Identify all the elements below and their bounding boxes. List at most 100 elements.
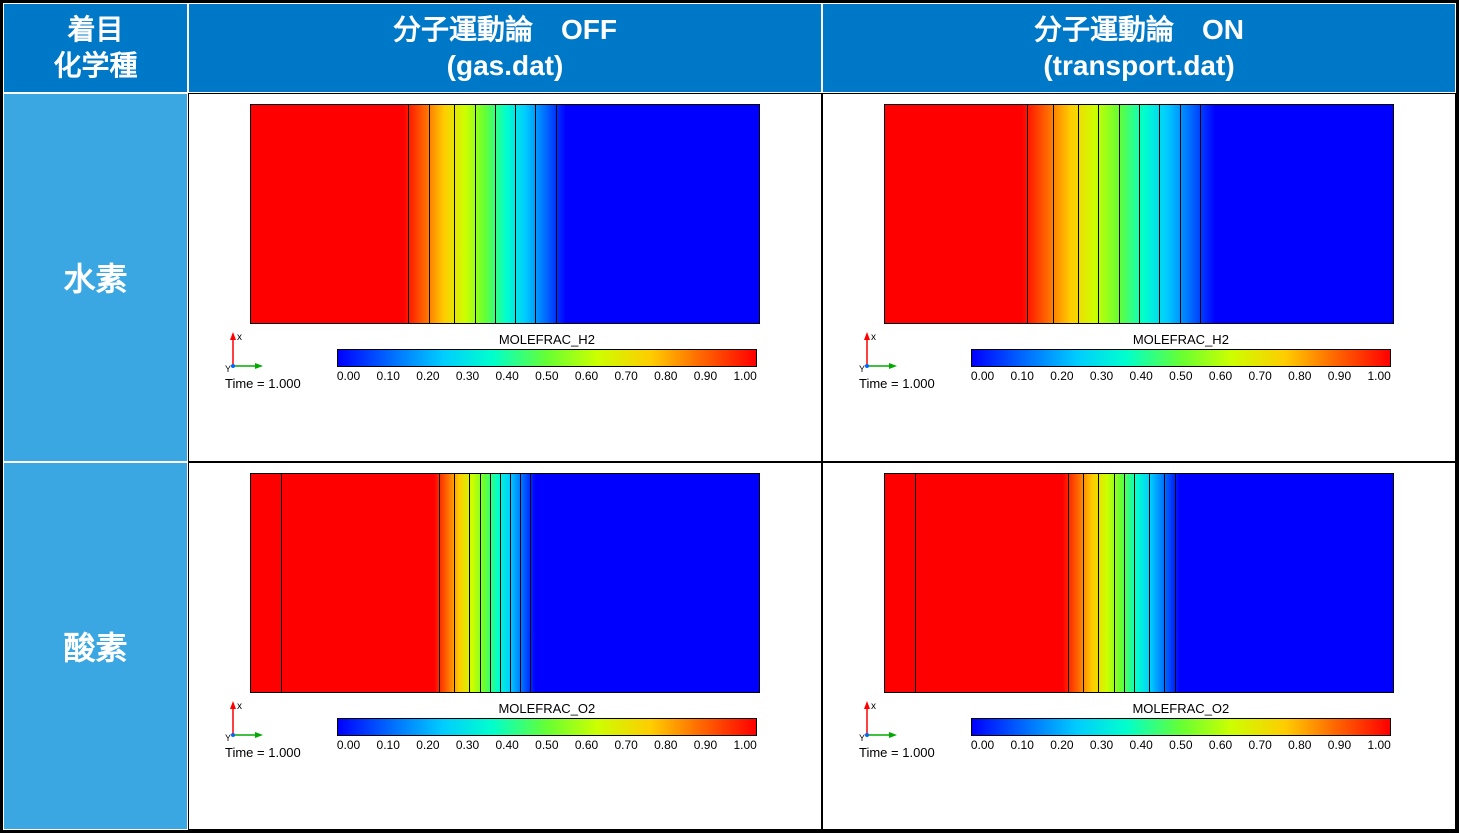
tick-label: 0.80: [1288, 369, 1311, 383]
cell-o2-on: xYTime = 1.000MOLEFRAC_O20.000.100.200.3…: [822, 462, 1456, 831]
tick-label: 0.00: [337, 369, 360, 383]
tick-label: 0.70: [1248, 738, 1271, 752]
tick-label: 0.30: [1090, 738, 1113, 752]
tick-label: 0.60: [1209, 369, 1232, 383]
contour-line: [1068, 474, 1069, 692]
colorbar-title: MOLEFRAC_O2: [498, 701, 595, 716]
svg-text:x: x: [871, 332, 876, 343]
tick-label: 0.90: [694, 738, 717, 752]
colorbar: [337, 718, 757, 736]
time-label: Time = 1.000: [859, 376, 935, 391]
row-label-0: 水素: [3, 93, 188, 462]
tick-label: 0.70: [614, 738, 637, 752]
contour-line: [480, 474, 481, 692]
header-col-off: 分子運動論 OFF (gas.dat): [188, 3, 822, 93]
header-off-l2: (gas.dat): [447, 50, 564, 81]
contour-line: [1164, 474, 1165, 692]
contour-plot: [884, 473, 1394, 693]
contour-line: [475, 105, 476, 323]
svg-text:Y: Y: [225, 733, 231, 743]
tick-label: 0.80: [654, 738, 677, 752]
row-label-1: 酸素: [3, 462, 188, 831]
contour-line: [454, 105, 455, 323]
tick-label: 0.40: [1130, 369, 1153, 383]
cell-h2-off: xYTime = 1.000MOLEFRAC_H20.000.100.200.3…: [188, 93, 822, 462]
contour-line: [1159, 105, 1160, 323]
tick-label: 0.00: [971, 369, 994, 383]
tick-label: 0.70: [1248, 369, 1271, 383]
contour-line: [454, 474, 455, 692]
tick-label: 0.80: [1288, 738, 1311, 752]
cell-h2-on: xYTime = 1.000MOLEFRAC_H20.000.100.200.3…: [822, 93, 1456, 462]
colorbar: [337, 349, 757, 367]
colorbar-ticks: 0.000.100.200.300.400.500.600.700.800.90…: [971, 738, 1391, 752]
contour-line: [490, 474, 491, 692]
contour-plot: [250, 473, 760, 693]
svg-text:Y: Y: [859, 733, 865, 743]
contour-line: [1119, 105, 1120, 323]
contour-line: [1083, 474, 1084, 692]
tick-label: 0.50: [535, 738, 558, 752]
contour-line: [556, 105, 557, 323]
contour-line: [520, 474, 521, 692]
header-corner-l2: 化学種: [53, 50, 137, 81]
tick-label: 0.80: [654, 369, 677, 383]
axis-indicator: x Y Time = 1.000: [225, 699, 301, 760]
tick-label: 0.20: [1050, 738, 1073, 752]
contour-line: [1200, 105, 1201, 323]
time-label: Time = 1.000: [225, 376, 301, 391]
contour-plot: [250, 104, 760, 324]
tick-label: 0.10: [377, 369, 400, 383]
header-corner: 着目 化学種: [3, 3, 188, 93]
contour-line: [439, 474, 440, 692]
tick-label: 0.30: [456, 738, 479, 752]
svg-text:Y: Y: [225, 364, 231, 374]
colorbar: [971, 718, 1391, 736]
colorbar-title: MOLEFRAC_H2: [499, 332, 595, 347]
contour-line: [495, 105, 496, 323]
colorbar: [971, 349, 1391, 367]
contour-line: [1027, 105, 1028, 323]
tick-label: 0.20: [1050, 369, 1073, 383]
contour-line: [1098, 474, 1099, 692]
contour-line: [1139, 105, 1140, 323]
contour-line: [1175, 474, 1176, 692]
tick-label: 0.40: [1130, 738, 1153, 752]
svg-text:x: x: [237, 701, 242, 712]
contour-line: [530, 474, 531, 692]
header-off-l1: 分子運動論 OFF: [393, 14, 617, 45]
tick-label: 0.00: [337, 738, 360, 752]
tick-label: 1.00: [733, 738, 756, 752]
tick-label: 1.00: [733, 369, 756, 383]
contour-line: [429, 105, 430, 323]
contour-line: [469, 474, 470, 692]
header-on-l1: 分子運動論 ON: [1034, 14, 1244, 45]
contour-line: [408, 105, 409, 323]
comparison-table: 着目 化学種 分子運動論 OFF (gas.dat) 分子運動論 ON (tra…: [0, 0, 1459, 833]
tick-label: 0.60: [1209, 738, 1232, 752]
contour-line: [281, 474, 282, 692]
colorbar-ticks: 0.000.100.200.300.400.500.600.700.800.90…: [337, 738, 757, 752]
tick-label: 0.30: [456, 369, 479, 383]
tick-label: 0.50: [535, 369, 558, 383]
contour-line: [1098, 105, 1099, 323]
tick-label: 0.10: [377, 738, 400, 752]
time-label: Time = 1.000: [859, 745, 935, 760]
colorbar-ticks: 0.000.100.200.300.400.500.600.700.800.90…: [337, 369, 757, 383]
cell-o2-off: xYTime = 1.000MOLEFRAC_O20.000.100.200.3…: [188, 462, 822, 831]
colorbar-title: MOLEFRAC_O2: [1132, 701, 1229, 716]
axis-indicator: xYTime = 1.000: [859, 330, 935, 391]
colorbar-ticks: 0.000.100.200.300.400.500.600.700.800.90…: [971, 369, 1391, 383]
tick-label: 0.90: [1328, 369, 1351, 383]
tick-label: 0.50: [1169, 369, 1192, 383]
contour-line: [915, 474, 916, 692]
axis-indicator: xYTime = 1.000: [859, 699, 935, 760]
contour-line: [510, 474, 511, 692]
contour-line: [1078, 105, 1079, 323]
contour-line: [1114, 474, 1115, 692]
tick-label: 0.40: [496, 369, 519, 383]
colorbar-title: MOLEFRAC_H2: [1133, 332, 1229, 347]
svg-text:x: x: [237, 332, 242, 343]
header-corner-l1: 着目: [67, 14, 123, 45]
time-label: Time = 1.000: [225, 745, 301, 760]
